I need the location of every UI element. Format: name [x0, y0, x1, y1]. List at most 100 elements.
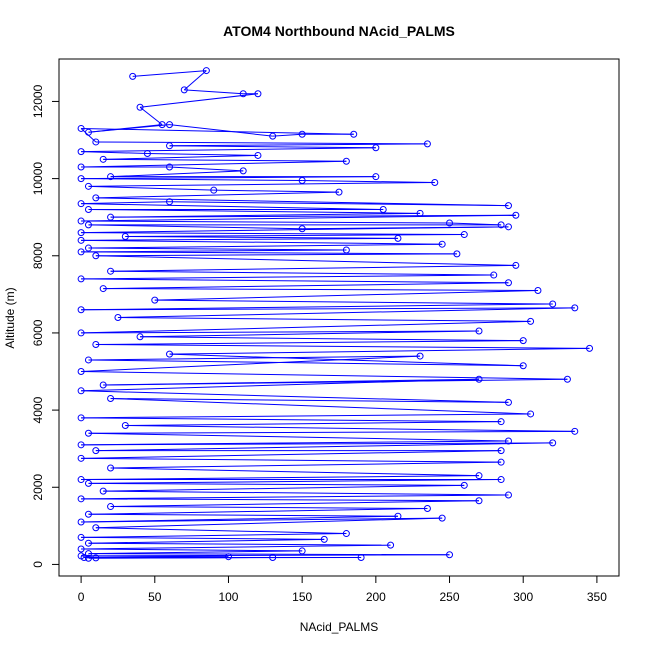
data-point	[269, 553, 277, 561]
data-point	[527, 410, 535, 418]
series-segment	[110, 398, 531, 415]
series-segment	[154, 299, 553, 305]
data-point	[92, 341, 100, 349]
data-point	[114, 314, 122, 321]
series-segment	[81, 355, 421, 373]
series-segment	[88, 430, 575, 434]
data-point	[475, 327, 483, 335]
data-point	[158, 121, 166, 129]
series-segment	[125, 421, 502, 427]
data-point	[92, 252, 100, 260]
series-segment	[81, 554, 450, 557]
data-point	[497, 447, 505, 455]
data-point	[84, 182, 92, 190]
data-point	[519, 362, 527, 370]
data-point	[475, 497, 483, 505]
series-segment	[103, 154, 258, 160]
series-segment	[81, 533, 347, 538]
series-segment	[110, 398, 509, 403]
data-point	[504, 279, 512, 287]
series-segment	[88, 124, 170, 133]
data-point	[298, 177, 306, 185]
data-point	[84, 128, 92, 136]
series-segment	[110, 500, 480, 508]
data-point	[84, 539, 92, 547]
series-segment	[88, 550, 303, 555]
series-segment	[95, 255, 516, 266]
series-segment	[184, 89, 244, 95]
x-tick-label: 300	[513, 590, 533, 604]
series-segment	[81, 151, 148, 155]
data-point	[512, 261, 520, 269]
series-segment	[81, 413, 531, 419]
data-point	[166, 121, 174, 129]
series-segment	[88, 208, 421, 214]
data-point	[99, 285, 107, 293]
data-point	[84, 510, 92, 518]
series-segment	[81, 548, 303, 552]
data-point	[99, 381, 107, 389]
data-point	[77, 163, 85, 171]
series-segment	[81, 176, 376, 180]
data-point	[504, 223, 512, 231]
data-point	[512, 211, 520, 219]
data-point	[202, 67, 210, 75]
data-point	[77, 200, 85, 208]
data-point	[357, 553, 365, 561]
series-segment	[81, 390, 509, 403]
data-point	[92, 447, 100, 455]
data-point	[180, 86, 188, 94]
series-segment	[88, 542, 391, 546]
data-point	[92, 524, 100, 532]
series-segment	[139, 106, 163, 125]
data-point	[460, 481, 468, 489]
series-segment	[81, 249, 347, 253]
data-point	[107, 503, 115, 511]
series-segment	[103, 490, 509, 496]
x-tick-label: 350	[587, 590, 607, 604]
series-segment	[88, 479, 502, 484]
series-segment	[117, 317, 531, 322]
series-segment	[125, 235, 398, 239]
data-point	[372, 173, 380, 181]
series-segment	[88, 513, 398, 517]
data-point	[77, 441, 85, 449]
data-point	[504, 202, 512, 210]
data-point	[269, 132, 277, 140]
series-segment	[88, 181, 435, 187]
series-segment	[88, 359, 524, 367]
data-point	[254, 151, 262, 159]
series-segment	[81, 147, 376, 153]
data-point	[239, 90, 247, 98]
series-segment	[95, 141, 428, 145]
series-segment	[169, 347, 590, 355]
data-point	[166, 142, 174, 150]
series-segment	[183, 70, 207, 91]
data-point	[77, 545, 85, 553]
series-segment	[169, 143, 428, 147]
data-point	[438, 240, 446, 248]
series-segment	[95, 340, 524, 346]
y-tick-label: 8000	[31, 242, 45, 269]
x-axis-label: NAcid_PALMS	[300, 620, 378, 634]
data-point	[77, 148, 85, 156]
data-point	[107, 464, 115, 472]
data-point	[84, 479, 92, 487]
y-tick-label: 6000	[31, 319, 45, 346]
data-point	[497, 221, 505, 229]
series-segment	[302, 180, 435, 183]
series-segment	[81, 450, 502, 459]
data-point	[92, 138, 100, 146]
data-point	[254, 90, 262, 98]
data-point	[416, 352, 424, 360]
series-segment	[117, 307, 575, 318]
series-segment	[81, 303, 553, 311]
data-point	[99, 487, 107, 495]
series-segment	[110, 264, 516, 272]
data-point	[497, 458, 505, 466]
data-point	[129, 72, 137, 80]
data-point	[298, 547, 306, 555]
x-tick-label: 200	[366, 590, 386, 604]
data-point	[107, 267, 115, 275]
data-point	[490, 271, 498, 279]
